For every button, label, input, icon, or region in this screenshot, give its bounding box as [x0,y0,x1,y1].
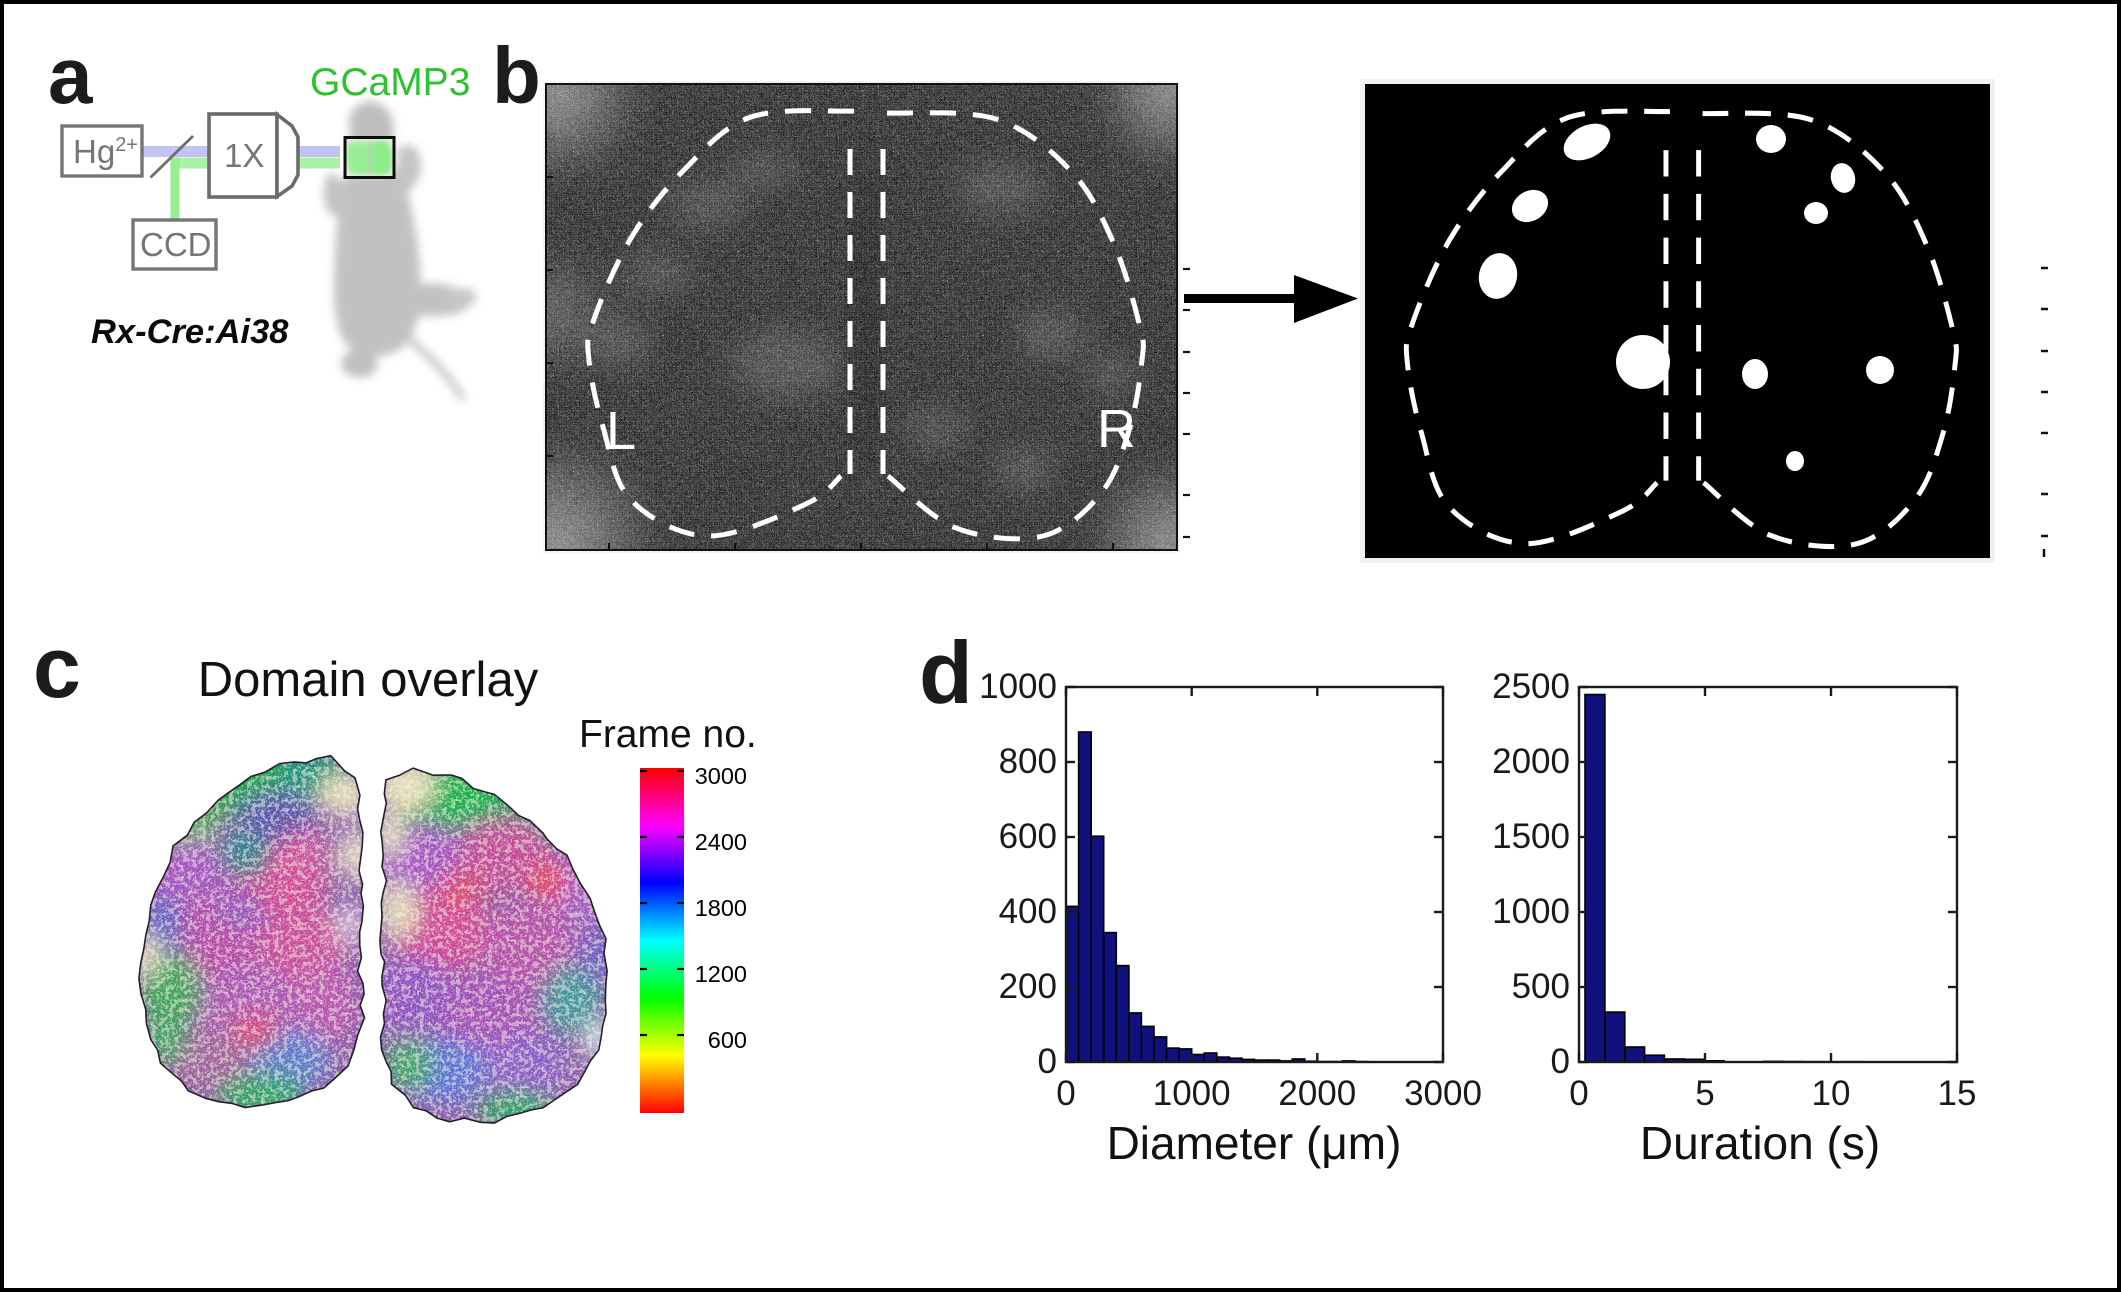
svg-text:1000: 1000 [1492,892,1570,931]
svg-text:2400: 2400 [695,829,747,855]
svg-text:3000: 3000 [695,763,747,789]
svg-text:2500: 2500 [1492,667,1570,706]
svg-text:1000: 1000 [1153,1074,1231,1113]
svg-text:GCaMP3: GCaMP3 [310,61,470,104]
svg-text:15: 15 [1938,1074,1977,1113]
svg-text:1500: 1500 [1492,817,1570,856]
svg-text:L: L [606,401,636,461]
svg-text:1000: 1000 [979,667,1057,706]
svg-text:2000: 2000 [1492,742,1570,781]
svg-text:1X: 1X [224,137,264,174]
svg-text:800: 800 [999,742,1057,781]
svg-text:2000: 2000 [1278,1074,1356,1113]
svg-text:500: 500 [1512,967,1570,1006]
svg-text:0: 0 [1551,1042,1570,1081]
svg-text:5: 5 [1695,1074,1714,1113]
svg-text:Rx-Cre:Ai38: Rx-Cre:Ai38 [91,313,289,351]
svg-text:Hg2+: Hg2+ [73,133,138,170]
svg-text:Diameter (μm): Diameter (μm) [1107,1117,1402,1169]
svg-text:0: 0 [1038,1042,1057,1081]
svg-text:1200: 1200 [695,961,747,987]
svg-text:200: 200 [999,967,1057,1006]
svg-text:1800: 1800 [695,895,747,921]
svg-text:600: 600 [708,1027,747,1053]
svg-text:10: 10 [1812,1074,1851,1113]
svg-text:600: 600 [999,817,1057,856]
svg-text:Duration (s): Duration (s) [1640,1117,1880,1169]
svg-text:0: 0 [1569,1074,1588,1113]
svg-text:CCD: CCD [140,226,212,263]
svg-text:400: 400 [999,892,1057,931]
svg-text:R: R [1097,399,1136,459]
svg-text:0: 0 [1056,1074,1075,1113]
svg-text:3000: 3000 [1404,1074,1482,1113]
